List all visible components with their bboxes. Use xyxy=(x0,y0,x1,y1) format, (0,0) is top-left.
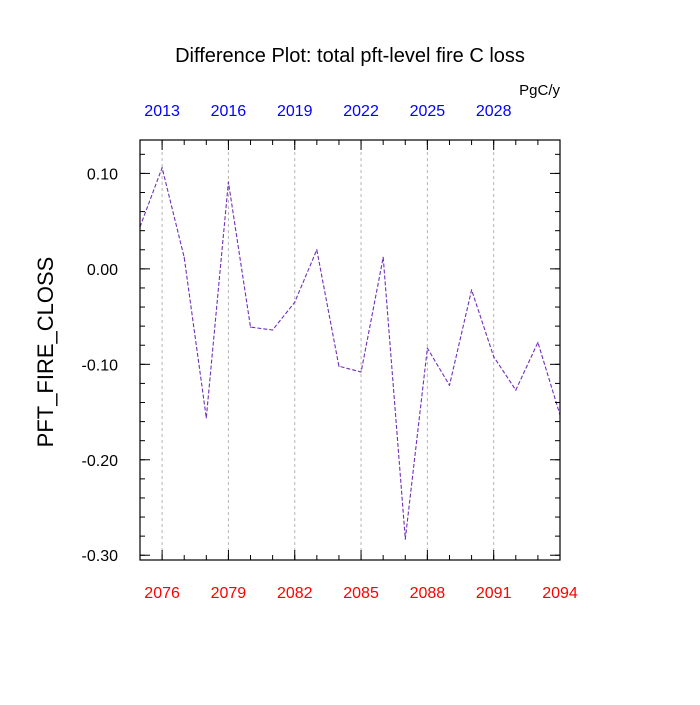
x-top-tick-label: 2013 xyxy=(144,103,180,120)
y-tick-label: -0.20 xyxy=(82,453,119,470)
plot-frame xyxy=(139,139,561,561)
x-top-tick-label: 2016 xyxy=(211,103,247,120)
data-point xyxy=(205,417,207,419)
x-top-tick-label: 2025 xyxy=(410,103,446,120)
data-point xyxy=(294,301,296,303)
data-point xyxy=(272,329,274,331)
y-tick-label: -0.30 xyxy=(82,548,119,565)
x-bottom-tick-label: 2079 xyxy=(211,585,247,602)
data-point xyxy=(316,249,318,251)
data-point xyxy=(470,289,473,291)
data-point xyxy=(493,356,495,358)
data-point xyxy=(515,389,517,391)
data-point xyxy=(183,256,185,259)
data-point xyxy=(382,256,384,259)
tick-labels: 2076 2079 2082 2085 2088 2091 2094 2013 2016 2019… xyxy=(82,103,578,602)
series-layer xyxy=(139,167,561,540)
data-point xyxy=(338,365,340,367)
series-line xyxy=(139,167,561,540)
chart-title: Difference Plot: total pft-level fire C … xyxy=(175,45,525,67)
grid-lines xyxy=(161,140,561,560)
data-point xyxy=(249,326,252,328)
data-point xyxy=(426,347,428,349)
x-bottom-tick-label: 2076 xyxy=(144,585,180,602)
axis-ticks xyxy=(139,140,561,560)
x-top-tick-label: 2022 xyxy=(343,103,379,120)
y-axis-label: PFT_FIRE_CLOSS xyxy=(33,257,58,448)
y-tick-label: 0.10 xyxy=(87,166,118,183)
data-point xyxy=(404,538,406,540)
data-point xyxy=(537,341,539,343)
data-point xyxy=(448,384,451,386)
data-point xyxy=(161,167,163,169)
x-bottom-tick-label: 2091 xyxy=(476,585,512,602)
x-bottom-tick-label: 2088 xyxy=(410,585,446,602)
y-tick-label: 0.00 xyxy=(87,262,118,279)
x-bottom-tick-label: 2094 xyxy=(542,585,578,602)
data-point xyxy=(360,371,362,373)
x-top-tick-label: 2028 xyxy=(476,103,512,120)
units-label: PgC/y xyxy=(519,82,560,99)
x-bottom-tick-label: 2085 xyxy=(343,585,379,602)
data-point xyxy=(227,181,230,183)
x-top-tick-label: 2019 xyxy=(277,103,313,120)
x-bottom-tick-label: 2082 xyxy=(277,585,313,602)
y-tick-label: -0.10 xyxy=(82,357,119,374)
